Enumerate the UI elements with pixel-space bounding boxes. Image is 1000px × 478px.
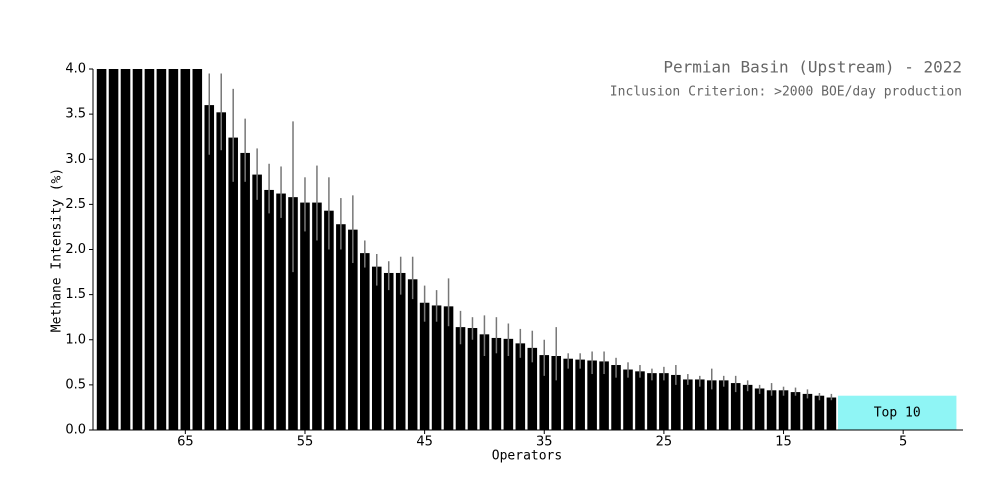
bar xyxy=(192,69,203,430)
bar xyxy=(754,388,765,430)
x-tick-label: 15 xyxy=(775,435,792,450)
y-axis-label: Methane Intensity (%) xyxy=(50,168,65,332)
bar xyxy=(383,272,394,430)
y-tick-label: 0.0 xyxy=(65,423,86,438)
bar xyxy=(156,69,167,430)
y-tick-label: 3.0 xyxy=(65,152,86,167)
bar xyxy=(742,384,753,430)
bar xyxy=(515,343,526,430)
bar xyxy=(336,224,346,430)
chart-title: Permian Basin (Upstream) - 2022 xyxy=(663,58,962,77)
bar xyxy=(204,105,215,430)
x-axis-label: Operators xyxy=(492,449,562,464)
bar xyxy=(635,371,645,430)
bar xyxy=(826,397,837,430)
bar xyxy=(120,69,131,430)
bar xyxy=(659,373,669,430)
bar xyxy=(252,174,262,430)
bar xyxy=(168,69,179,430)
bar xyxy=(264,189,274,430)
bar xyxy=(395,272,406,430)
bar xyxy=(228,137,238,430)
bar xyxy=(503,338,514,430)
bar xyxy=(587,360,597,430)
x-tick-label: 25 xyxy=(656,435,673,450)
bar xyxy=(778,390,789,430)
bar xyxy=(491,337,502,430)
bar xyxy=(96,69,107,430)
bar xyxy=(276,193,286,430)
bar xyxy=(611,365,621,430)
bar xyxy=(695,379,705,430)
x-tick-label: 45 xyxy=(416,435,433,450)
bar xyxy=(467,328,478,430)
chart-subtitle: Inclusion Criterion: >2000 BOE/day produ… xyxy=(610,85,962,100)
x-tick-label: 35 xyxy=(536,435,553,450)
bar xyxy=(443,306,454,430)
y-tick-label: 1.0 xyxy=(65,332,86,347)
bar xyxy=(348,229,358,430)
bar xyxy=(216,112,227,430)
bar xyxy=(312,202,322,430)
bar xyxy=(527,347,538,430)
bar xyxy=(671,374,681,430)
bar xyxy=(683,379,693,430)
bar xyxy=(132,69,143,430)
bar xyxy=(407,279,418,430)
x-tick-label: 5 xyxy=(899,435,907,450)
bar xyxy=(360,253,370,430)
bar xyxy=(599,361,609,430)
highlight-label: Top 10 xyxy=(874,405,921,420)
bar xyxy=(240,152,250,430)
bar xyxy=(324,210,334,430)
bar xyxy=(730,383,741,430)
y-tick-label: 3.5 xyxy=(65,107,86,122)
bar xyxy=(300,202,310,430)
bar xyxy=(718,380,729,430)
bar xyxy=(455,327,466,430)
bar xyxy=(575,359,585,430)
bar xyxy=(551,355,562,430)
x-tick-label: 55 xyxy=(297,435,314,450)
bar xyxy=(371,266,382,430)
y-tick-label: 0.5 xyxy=(65,377,86,392)
bar xyxy=(790,392,801,430)
y-tick-label: 4.0 xyxy=(65,62,86,77)
y-tick-label: 2.5 xyxy=(65,197,86,212)
y-tick-label: 2.0 xyxy=(65,242,86,257)
bar xyxy=(539,355,550,430)
bar xyxy=(431,305,442,430)
bar xyxy=(814,395,825,430)
bar xyxy=(647,373,657,430)
bar xyxy=(288,197,298,430)
bar xyxy=(108,69,119,430)
bar xyxy=(706,380,717,430)
bar xyxy=(180,69,191,430)
bar xyxy=(623,369,633,430)
bar xyxy=(144,69,155,430)
bar xyxy=(479,334,490,430)
y-tick-label: 1.5 xyxy=(65,287,86,302)
bar xyxy=(419,302,430,430)
bar xyxy=(563,358,573,430)
highlight-box xyxy=(837,395,957,430)
x-tick-label: 65 xyxy=(177,435,194,450)
bar xyxy=(766,390,777,430)
bar xyxy=(802,393,813,430)
